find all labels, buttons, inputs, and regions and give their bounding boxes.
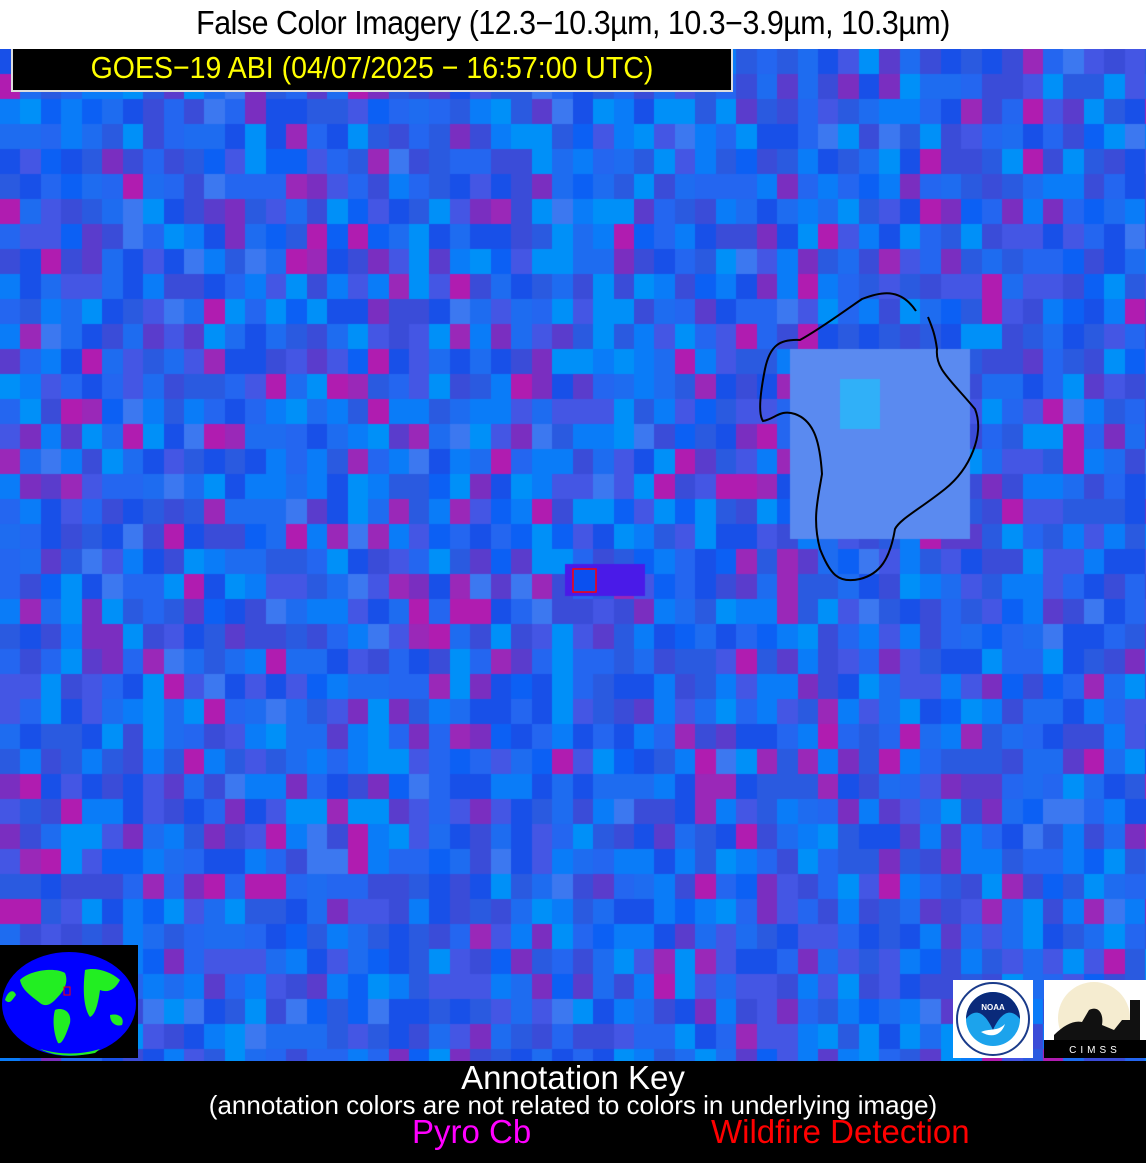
cimss-logo: CIMSS — [1044, 980, 1146, 1058]
noaa-logo: NOAA — [953, 980, 1033, 1058]
locator-box — [63, 986, 71, 996]
annotation-key-note: (annotation colors are not related to co… — [208, 1090, 938, 1120]
satellite-timestamp: GOES−19 ABI (04/07/2025 − 16:57:00 UTC) — [90, 50, 654, 85]
annotation-key: Annotation Key (annotation colors are no… — [0, 1059, 1146, 1163]
key-item-wildfire-detection: Wildfire Detection — [711, 1113, 970, 1150]
key-item-pyro-cb: Pyro Cb — [412, 1113, 532, 1150]
svg-text:CIMSS: CIMSS — [1069, 1045, 1121, 1056]
annotation-overlay — [572, 292, 980, 593]
false-color-pixels — [0, 49, 1146, 1061]
image-title: False Color Imagery (12.3−10.3µm, 10.3−3… — [196, 4, 950, 41]
globe-ocean — [2, 952, 136, 1056]
globe-locator — [0, 945, 138, 1058]
annotation-key-title: Annotation Key — [461, 1059, 685, 1096]
svg-text:NOAA: NOAA — [981, 1003, 1005, 1012]
wildfire-detection-box — [572, 568, 597, 593]
cloud-contour — [759, 292, 980, 582]
satellite-imagery — [0, 49, 1146, 1061]
subtitle-box: GOES−19 ABI (04/07/2025 − 16:57:00 UTC) — [11, 49, 733, 92]
globe-land — [5, 969, 123, 1056]
